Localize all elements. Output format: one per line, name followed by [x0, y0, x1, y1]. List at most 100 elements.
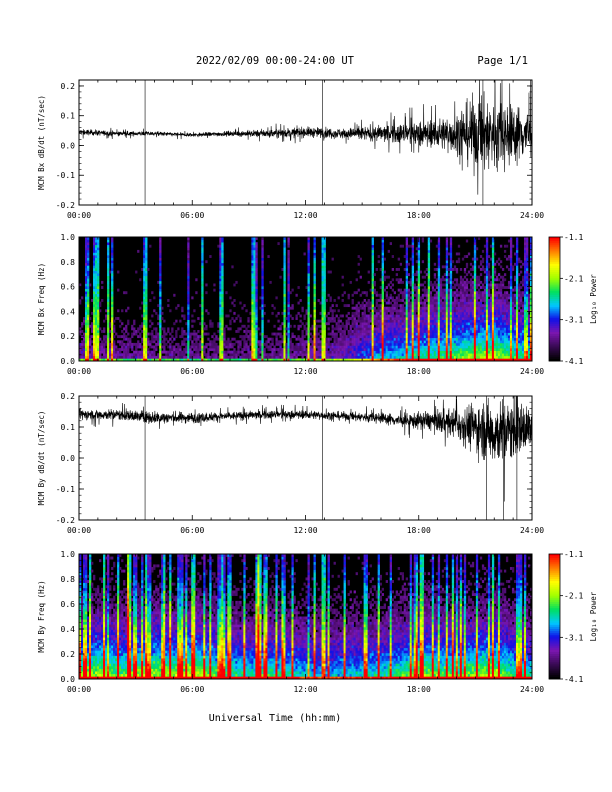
spectrogram-cell	[365, 301, 368, 305]
spectrogram-cell	[145, 332, 148, 336]
spectrogram-cell	[93, 265, 96, 269]
spectrogram-cell	[443, 337, 447, 341]
spectrogram-cell	[437, 342, 441, 346]
spectrogram-cell	[201, 242, 204, 246]
spectrogram-cell	[235, 340, 238, 344]
spectrogram-cell	[159, 268, 162, 271]
spectrogram-cell	[371, 306, 374, 310]
spectrogram-cell	[427, 278, 431, 282]
spectrogram-cell	[443, 348, 447, 351]
spectrogram-cell	[253, 332, 256, 336]
spectrogram-cell	[341, 340, 344, 344]
spectrogram-cell	[413, 319, 417, 323]
spectrogram-cell	[307, 345, 310, 349]
spectrogram-cell	[473, 355, 477, 359]
spectrogram-cell	[427, 255, 431, 258]
spectrogram-cell	[457, 311, 461, 315]
spectrogram-cell	[81, 330, 84, 333]
spectrogram-cell	[379, 330, 382, 333]
spectrogram-cell	[445, 317, 449, 320]
spectrogram-cell	[451, 309, 455, 313]
spectrogram-cell	[409, 306, 413, 310]
spectrogram-cell	[281, 337, 284, 341]
spectrogram-cell	[359, 342, 362, 346]
spectrogram-cell	[181, 353, 184, 357]
spectrogram-cell	[101, 345, 104, 349]
spectrogram-cell	[113, 324, 116, 328]
spectrogram-cell	[485, 309, 489, 313]
spectrogram-cell	[199, 353, 202, 357]
spectrogram-cell	[437, 337, 441, 341]
spectrogram-cell	[439, 350, 443, 354]
spectrogram-cell	[395, 322, 398, 326]
spectrogram-cell	[253, 252, 256, 256]
spectrogram-cell	[419, 355, 423, 359]
spectrogram-cell	[375, 353, 378, 357]
spectrogram-cell	[417, 257, 421, 261]
spectrogram-cell	[493, 350, 497, 354]
spectrogram-cell	[429, 327, 433, 331]
spectrogram-cell	[311, 348, 314, 351]
spectrogram-cell	[445, 273, 449, 277]
spectrogram-cell	[219, 306, 222, 310]
spectrogram-cell	[459, 335, 463, 339]
spectrogram-cell	[435, 327, 439, 331]
spectrogram-cell	[399, 291, 403, 295]
spectrogram-cell	[427, 306, 431, 310]
spectrogram-cell	[489, 286, 493, 289]
spectrogram-cell	[285, 350, 288, 354]
spectrogram-cell	[361, 350, 364, 354]
spectrogram-cell	[95, 293, 98, 297]
spectrogram-cell	[169, 332, 172, 336]
spectrogram-cell	[449, 242, 453, 246]
spectrogram-cell	[375, 309, 378, 313]
spectrogram-cell	[307, 244, 310, 248]
spectrogram-cell	[87, 273, 90, 277]
spectrogram-cell	[251, 270, 254, 274]
spectrogram-cell	[219, 268, 222, 271]
spectrogram-cell	[361, 311, 364, 315]
spectrogram-cell	[159, 260, 162, 264]
spectrogram-cell	[429, 355, 433, 359]
spectrogram-cell	[261, 324, 264, 328]
spectrogram-cell	[183, 342, 186, 346]
spectrogram-cell	[495, 301, 499, 305]
spectrogram-cell	[459, 353, 463, 357]
spectrogram-cell	[381, 268, 384, 271]
spectrogram-cell	[443, 350, 447, 354]
spectrogram-cell	[163, 332, 166, 336]
spectrogram-cell	[323, 265, 326, 269]
spectrogram-cell	[145, 322, 148, 326]
spectrogram-cell	[361, 353, 364, 357]
spectrogram-cell	[279, 358, 282, 361]
spectrogram-cell	[357, 350, 360, 354]
spectrogram-cell	[471, 304, 475, 308]
spectrogram-cell	[209, 342, 212, 346]
spectrogram-cell	[85, 355, 88, 359]
spectrogram-cell	[483, 288, 487, 292]
spectrogram-cell	[279, 332, 282, 336]
spectrogram-cell	[429, 319, 433, 323]
spectrogram-cell	[429, 330, 433, 333]
spectrogram-cell	[491, 350, 495, 354]
spectrogram-cell	[421, 348, 425, 351]
spectrogram-cell	[155, 337, 158, 341]
spectrogram-cell	[429, 348, 433, 351]
spectrogram-cell	[183, 340, 186, 344]
spectrogram-cell	[441, 265, 445, 269]
spectrogram-cell	[193, 358, 196, 361]
spectrogram-cell	[409, 278, 413, 282]
spectrogram-cell	[111, 348, 114, 351]
spectrogram-cell	[427, 309, 431, 313]
panels: 00:00 06:00 12:00 18:00 24:00-0.2-0.10.00.10…	[37, 79, 598, 694]
spectrogram-cell	[85, 255, 88, 258]
spectrogram-cell	[359, 335, 362, 339]
spectrogram-cell	[341, 293, 344, 297]
spectrogram-cell	[95, 309, 98, 313]
spectrogram-cell	[429, 358, 433, 361]
spectrogram-cell	[215, 337, 218, 341]
spectrogram-cell	[445, 270, 449, 274]
spectrogram-cell	[83, 358, 86, 361]
spectrogram-cell	[395, 358, 398, 361]
spectrogram-cell	[369, 330, 372, 333]
